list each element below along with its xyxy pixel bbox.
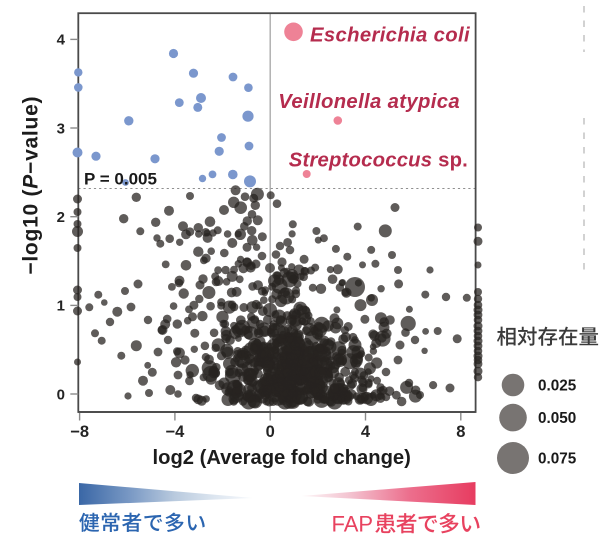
svg-text:Veillonella atypica: Veillonella atypica [278,91,460,113]
svg-text:8: 8 [456,423,465,441]
svg-text:−log10 (P−value): −log10 (P−value) [20,96,43,275]
svg-text:0.075: 0.075 [538,451,577,468]
svg-text:4: 4 [57,32,66,49]
svg-text:1: 1 [57,298,65,315]
svg-text:−4: −4 [165,423,185,441]
svg-text:Streptococcus sp.: Streptococcus sp. [289,150,468,172]
svg-text:FAP: FAP [332,512,374,537]
svg-text:3: 3 [57,120,65,137]
svg-text:−8: −8 [70,423,89,441]
svg-text:0.050: 0.050 [538,410,576,427]
svg-text:2: 2 [57,209,65,226]
svg-text:0: 0 [266,423,275,441]
svg-text:4: 4 [361,423,371,441]
svg-text:P = 0.005: P = 0.005 [84,169,157,188]
svg-text:0: 0 [57,386,65,403]
svg-text:log2 (Average fold change): log2 (Average fold change) [153,447,411,469]
svg-text:Escherichia coli: Escherichia coli [310,24,470,46]
svg-text:0.025: 0.025 [538,378,577,395]
